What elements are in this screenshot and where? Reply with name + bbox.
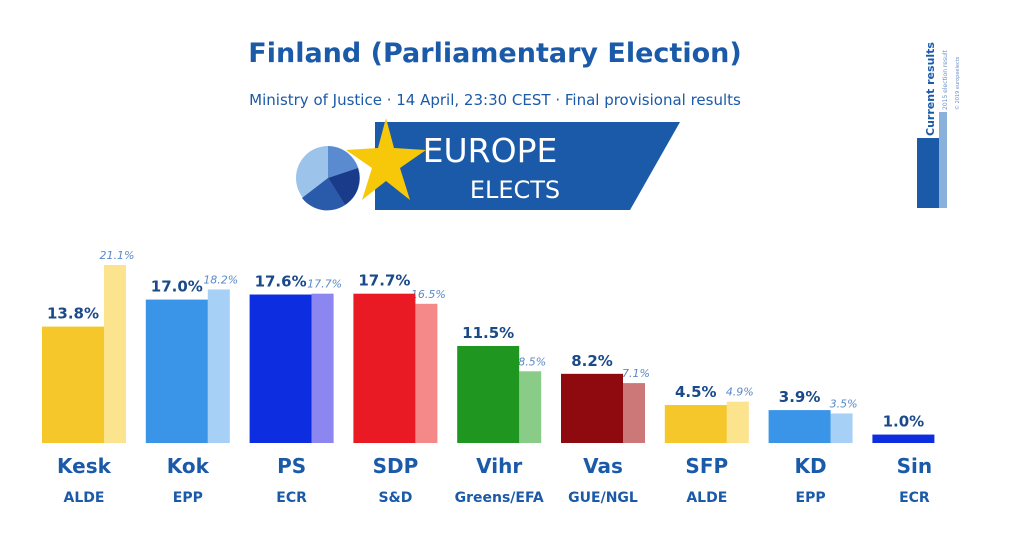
group-label-ps: ECR — [276, 490, 307, 506]
bar-current-kesk — [42, 326, 104, 443]
category-label-sfp: SFP — [685, 454, 728, 478]
group-label-kok: EPP — [173, 490, 203, 506]
logo-line-1: EUROPE — [423, 131, 558, 170]
group-label-kesk: ALDE — [64, 490, 105, 506]
data-label-previous-sdp: 16.5% — [411, 288, 446, 301]
group-label-vas: GUE/NGL — [568, 490, 638, 506]
bar-previous-kesk — [104, 265, 126, 443]
data-label-previous-vas: 7.1% — [622, 367, 650, 380]
bar-previous-sfp — [726, 401, 749, 443]
bar-current-vihr — [457, 345, 520, 443]
chart-subtitle: Ministry of Justice · 14 April, 23:30 CE… — [249, 91, 741, 109]
data-label-current-sdp: 17.7% — [358, 272, 410, 290]
group-label-sin: ECR — [899, 490, 930, 506]
bar-previous-sdp — [415, 303, 438, 443]
data-label-previous-kesk: 21.1% — [100, 249, 135, 262]
legend-current-label: Current results — [924, 42, 937, 136]
legend-previous-swatch — [939, 112, 947, 208]
category-label-kesk: Kesk — [57, 454, 112, 478]
group-label-kd: EPP — [796, 490, 826, 506]
category-label-vas: Vas — [583, 454, 623, 478]
data-label-current-kd: 3.9% — [779, 388, 821, 406]
chart-title: Finland (Parliamentary Election) — [248, 38, 742, 69]
bar-previous-kok — [207, 289, 230, 443]
category-label-vihr: Vihr — [476, 454, 522, 478]
bar-current-vas — [561, 373, 623, 443]
bar-current-kok — [145, 299, 208, 443]
legend-badge: Current results 2015 election result © 2… — [917, 42, 961, 208]
legend-copyright: © 2019 europeelects — [954, 56, 961, 110]
data-label-current-kok: 17.0% — [151, 278, 203, 296]
bar-current-sdp — [353, 293, 416, 443]
logo-banner — [375, 122, 680, 210]
category-label-sin: Sin — [897, 454, 933, 478]
data-label-current-sin: 1.0% — [883, 413, 925, 431]
logo-line-2: ELECTS — [470, 176, 560, 204]
star-icon — [346, 118, 426, 200]
data-label-current-sfp: 4.5% — [675, 383, 717, 401]
data-label-current-vas: 8.2% — [571, 352, 613, 370]
data-label-previous-kok: 18.2% — [203, 273, 238, 286]
bar-current-kd — [768, 410, 831, 443]
category-label-kok: Kok — [167, 454, 210, 478]
legend-previous-label: 2015 election result — [942, 49, 949, 110]
group-label-vihr: Greens/EFA — [455, 490, 544, 506]
bar-current-ps — [249, 294, 312, 443]
bar-previous-vihr — [519, 371, 542, 443]
data-label-current-kesk: 13.8% — [47, 305, 99, 323]
bar-previous-vas — [623, 383, 645, 443]
bar-previous-kd — [830, 413, 853, 443]
data-label-current-vihr: 11.5% — [462, 324, 514, 342]
category-label-sdp: SDP — [373, 454, 419, 478]
legend-current-swatch — [917, 138, 939, 208]
data-label-previous-vihr: 8.5% — [518, 355, 546, 368]
group-label-sfp: ALDE — [686, 490, 727, 506]
bar-current-sin — [872, 434, 935, 443]
data-label-previous-ps: 17.7% — [307, 278, 342, 291]
data-label-previous-kd: 3.5% — [830, 397, 858, 410]
europe-elects-logo: EUROPE ELECTS — [296, 118, 680, 211]
data-label-previous-sfp: 4.9% — [726, 386, 754, 399]
bar-current-sfp — [664, 405, 727, 443]
group-label-sdp: S&D — [378, 490, 412, 506]
category-label-kd: KD — [795, 454, 827, 478]
bar-previous-ps — [311, 293, 334, 443]
category-label-ps: PS — [277, 454, 306, 478]
data-label-current-ps: 17.6% — [255, 273, 307, 291]
